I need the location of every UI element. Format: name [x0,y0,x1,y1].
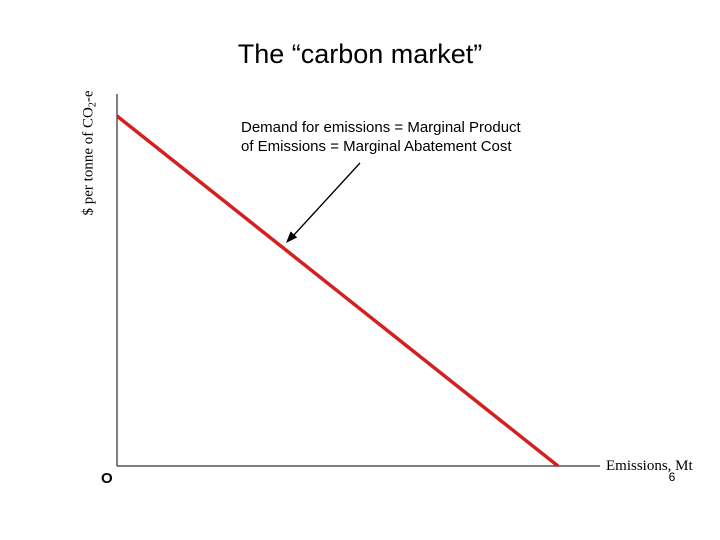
demand-annotation: Demand for emissions = Marginal Product … [241,118,601,156]
y-axis-label-suffix: -e [80,90,97,103]
page-number: 6 [668,470,676,484]
y-axis-label: $ per tonne of CO2-e [80,91,103,216]
annotation-line-2: of Emissions = Marginal Abatement Cost [241,138,512,155]
origin-label: O [101,470,113,487]
annotation-arrow-head [286,231,298,243]
y-axis-label-prefix: $ per tonne of CO [80,107,97,216]
annotation-arrow-shaft [292,162,361,237]
slide-title: The “carbon market” [237,39,483,69]
y-axis-label-subscript: 2 [87,102,99,108]
x-axis-label: Emissions, Mt [606,458,693,474]
annotation-line-1: Demand for emissions = Marginal Product [241,119,521,136]
demand-curve [115,114,560,468]
